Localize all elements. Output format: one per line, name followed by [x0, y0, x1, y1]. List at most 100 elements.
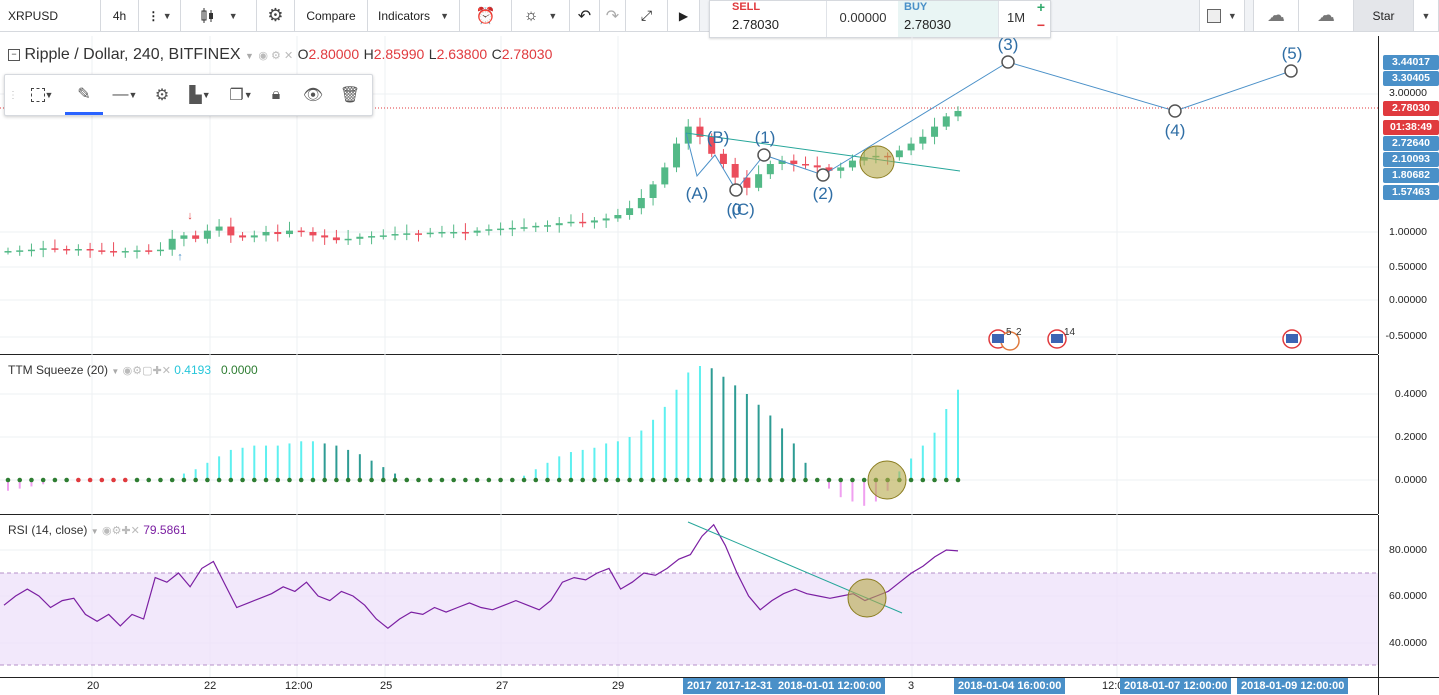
line-style-icon: — — [112, 86, 129, 103]
chevron-down-icon: ▼ — [243, 90, 253, 100]
indicators-button[interactable]: Indicators ▼ — [368, 0, 460, 31]
legend-icons[interactable]: ◉ ⚙ ✕ — [258, 50, 294, 62]
price-tick: 3.00000 — [1389, 87, 1427, 99]
ttm-dot — [146, 477, 152, 483]
cloud-download-icon: ☁ — [1267, 5, 1285, 25]
undo-button[interactable]: ↶ — [570, 0, 600, 31]
ttm-dot — [545, 477, 550, 483]
rsi-tick: 80.0000 — [1389, 544, 1427, 556]
chevron-down-icon[interactable]: ▼ — [111, 367, 120, 376]
chevron-down-icon: ▼ — [1421, 10, 1431, 21]
color-button[interactable]: ✎ — [65, 75, 103, 115]
ttm-dot — [920, 477, 926, 483]
play-button[interactable]: ▶ — [668, 0, 700, 31]
chevron-down-icon: ▼ — [128, 90, 138, 100]
candle-body — [497, 228, 505, 231]
line-tool-button[interactable]: ▼ — [19, 75, 65, 115]
redo-button[interactable]: ↷ — [600, 0, 626, 31]
ttm-dot — [87, 477, 93, 483]
legend-icons[interactable]: ◉⚙▢✚✕ — [122, 365, 171, 377]
collapse-icon[interactable]: − — [8, 48, 20, 61]
compare-button[interactable]: Compare — [295, 0, 368, 31]
settings-button[interactable]: ⚙ — [257, 0, 295, 31]
interval-button[interactable]: 4h — [101, 0, 139, 31]
highlight-ellipse-rsi — [847, 578, 887, 618]
buy-button[interactable]: BUY 2.78030 — [898, 1, 998, 37]
wave-label-a: (A) — [685, 184, 709, 203]
ttm-scale[interactable] — [1378, 355, 1439, 514]
gear-icon: ⚙ — [267, 5, 284, 25]
rsi-legend: RSI (14, close) ▼ ◉⚙✚✕ 79.5861 — [8, 523, 187, 537]
ttm-dot — [814, 477, 820, 483]
sell-button[interactable]: SELL 2.78030 — [710, 1, 826, 37]
plus-button[interactable]: + — [1036, 0, 1046, 15]
price-trendline — [685, 132, 961, 172]
line-style-button[interactable]: — ▼ — [105, 75, 145, 115]
high-value: 2.85990 — [373, 46, 425, 62]
interval-label: 4h — [112, 8, 127, 23]
time-axis[interactable] — [0, 677, 1378, 695]
ttm-dot — [334, 477, 339, 483]
chart-style-button[interactable]: ▼ — [181, 0, 257, 31]
time-label: 20 — [87, 680, 100, 692]
clone-button[interactable]: ❐ ▼ — [223, 75, 259, 115]
hide-button[interactable]: 👁︎ — [297, 75, 329, 115]
candle-body — [51, 248, 59, 250]
ttm-dot — [216, 477, 222, 483]
cloud-upload-button[interactable]: ☁ — [1299, 0, 1354, 31]
candle-body — [110, 251, 118, 253]
candle-body — [133, 250, 141, 252]
ttm-dot — [169, 477, 175, 483]
chevron-down-icon: ▼ — [548, 10, 558, 21]
price-tick: 0.00000 — [1389, 294, 1427, 306]
candle-body — [74, 249, 82, 251]
chevron-down-icon[interactable]: ▼ — [245, 51, 254, 61]
trade-panel: SELL 2.78030 0.00000 BUY 2.78030 1M + − — [709, 0, 1051, 38]
ttm-dot — [533, 477, 539, 483]
fullscreen-button[interactable]: ⤢ — [626, 0, 668, 31]
candle-body — [895, 150, 903, 158]
minus-button[interactable]: − — [1036, 17, 1046, 33]
rsi-scale[interactable] — [1378, 515, 1439, 677]
price-scale[interactable] — [1378, 36, 1439, 354]
ttm-dot — [463, 477, 468, 483]
wave-point-1 — [757, 148, 771, 162]
candle-body — [532, 225, 540, 228]
price-pane[interactable] — [0, 36, 1378, 355]
ttm-dot — [322, 477, 327, 483]
ttm-pane[interactable] — [0, 355, 1378, 515]
chevron-down-icon[interactable]: ▼ — [90, 527, 99, 536]
candle-body — [250, 235, 258, 238]
layout-button[interactable]: ▼ — [1199, 0, 1245, 31]
ttm-dot — [228, 477, 234, 483]
ttm-dot — [768, 477, 773, 483]
price-scale-label: 01:38:49 — [1383, 120, 1439, 135]
ttm-dot — [697, 477, 703, 483]
drawing-settings-button[interactable]: ⚙ — [147, 75, 177, 115]
delete-button[interactable]: 🗑︎ — [335, 75, 365, 115]
range-button[interactable]: 1M — [998, 1, 1033, 37]
symbol-search-input[interactable]: XRPUSD — [0, 0, 101, 31]
star-button[interactable]: Star — [1354, 0, 1414, 31]
rsi-tick: 40.0000 — [1389, 637, 1427, 649]
ttm-dot — [134, 477, 140, 483]
replay-button[interactable]: ☼ ▼ — [512, 0, 570, 31]
candle-body — [778, 160, 786, 164]
interval-dropdown[interactable]: ⋮ ▼ — [139, 0, 181, 31]
ttm-dot — [779, 477, 785, 483]
rsi-title: RSI (14, close) — [8, 523, 88, 537]
visual-order-button[interactable]: ▙ ▼ — [181, 75, 219, 115]
alert-button[interactable]: ⏰ — [460, 0, 512, 31]
cloud-download-button[interactable]: ☁ — [1253, 0, 1299, 31]
time-highlight: 2017-12-31 — [712, 678, 777, 694]
low-value: 2.63800 — [436, 46, 488, 62]
drag-handle[interactable]: ⋮ — [8, 89, 18, 101]
ttm-dot — [29, 477, 34, 483]
lock-button[interactable]: 🔒︎ — [261, 75, 291, 115]
ttm-dot — [287, 477, 292, 483]
ttm-dot — [404, 477, 410, 483]
star-dropdown[interactable]: ▼ — [1414, 0, 1439, 31]
candle-body — [391, 234, 399, 236]
legend-icons[interactable]: ◉⚙✚✕ — [101, 525, 140, 537]
